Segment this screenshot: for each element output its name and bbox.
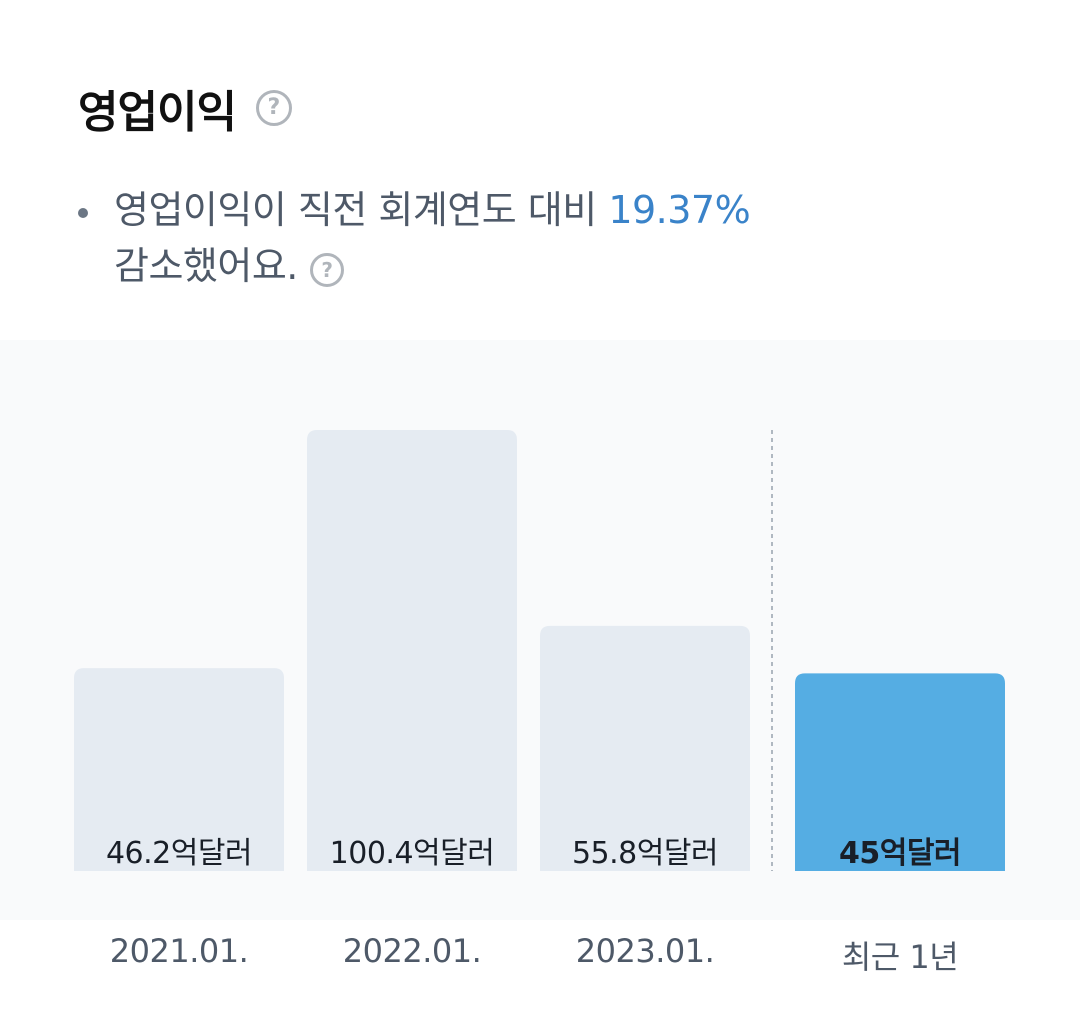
summary-bullet: 영업이익이 직전 회계연도 대비 19.37% 감소했어요.? (78, 182, 1018, 294)
bar-2021.01.[interactable] (74, 668, 284, 871)
x-tick-label: 2021.01. (109, 932, 249, 970)
summary-text: 영업이익이 직전 회계연도 대비 19.37% 감소했어요.? (114, 182, 751, 294)
chart-panel: 46.2억달러 100.4억달러 55.8억달러 45억달러 (0, 340, 1080, 920)
x-axis-labels: 2021.01. 2022.01. 2023.01. 최근 1년 (0, 920, 1080, 990)
operating-income-bar-chart: 46.2억달러 100.4억달러 55.8억달러 45억달러 (74, 430, 1005, 871)
x-tick-label: 2023.01. (575, 932, 715, 970)
section-title: 영업이익 (78, 87, 237, 138)
bar-2023.01.[interactable] (540, 625, 750, 871)
question-circle-icon[interactable]: ? (255, 90, 292, 126)
bar-2022.01.[interactable] (307, 430, 517, 871)
summary-text-before: 영업이익이 직전 회계연도 대비 (114, 188, 609, 232)
summary-percent: 19.37% (608, 188, 751, 232)
bar-value-label: 45억달러 (839, 836, 961, 871)
x-tick-label: 최근 1년 (841, 938, 959, 976)
bullet-dot (78, 208, 88, 218)
section-header: 영업이익 ? (78, 76, 292, 140)
bar-최근 1년[interactable] (795, 673, 1005, 871)
summary-text-after: 감소했어요. (114, 244, 298, 288)
bar-value-label: 100.4억달러 (330, 836, 495, 871)
question-circle-icon[interactable]: ? (309, 253, 344, 287)
x-tick-label: 2022.01. (342, 932, 482, 970)
bar-value-label: 46.2억달러 (106, 836, 252, 871)
bar-value-label: 55.8억달러 (572, 836, 718, 871)
